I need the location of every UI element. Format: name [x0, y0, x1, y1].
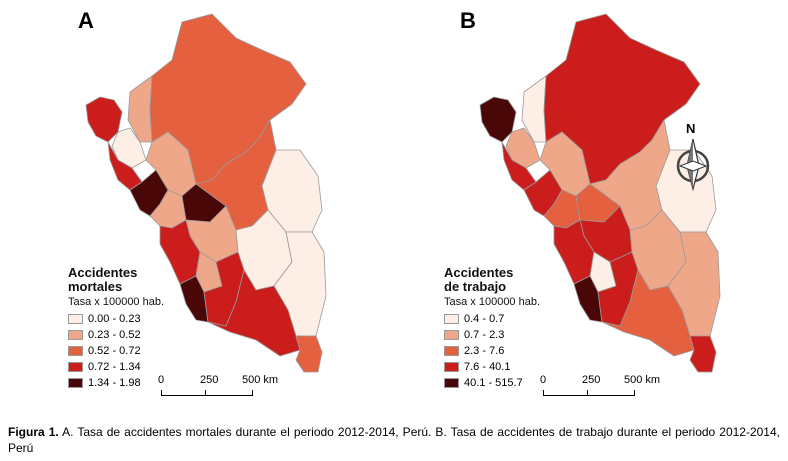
figure-caption: Figura 1. A. Tasa de accidentes mortales… [8, 424, 780, 456]
legend-swatch [444, 330, 459, 340]
legend-item: 0.72 - 1.34 [68, 359, 164, 375]
legend: Accidentes de trabajo Tasa x 100000 hab.… [444, 266, 540, 391]
map-b [479, 13, 721, 373]
legend-item: 1.34 - 1.98 [68, 375, 164, 391]
scale-label-500: 500 km [624, 374, 661, 386]
legend-label: 0.4 - 0.7 [464, 313, 505, 325]
region-arequipa [207, 269, 301, 357]
legend-title-line2: mortales [68, 279, 123, 294]
scale-bar: 0 250 500 km [540, 374, 670, 396]
legend-item: 0.23 - 0.52 [68, 327, 164, 343]
legend-item: 2.3 - 7.6 [444, 343, 540, 359]
legend-label: 0.7 - 2.3 [464, 329, 505, 341]
legend-swatch [444, 346, 459, 356]
legend-label: 0.00 - 0.23 [88, 313, 141, 325]
legend-label: 7.6 - 40.1 [464, 361, 511, 373]
legend-label: 0.23 - 0.52 [88, 329, 141, 341]
scale-label-500: 500 km [242, 374, 279, 386]
legend-label: 2.3 - 7.6 [464, 345, 505, 357]
scale-label-0: 0 [158, 374, 165, 386]
legend-rows: 0.4 - 0.7 0.7 - 2.3 2.3 - 7.6 7.6 - 40.1 40.… [444, 311, 540, 391]
legend-item: 0.4 - 0.7 [444, 311, 540, 327]
scale-bar-segment [205, 390, 253, 396]
legend-label: 1.34 - 1.98 [88, 377, 141, 389]
region-cajamarca [111, 127, 147, 169]
legend-item: 7.6 - 40.1 [444, 359, 540, 375]
legend-swatch [68, 378, 83, 388]
region-moquegua-tacna [295, 335, 323, 373]
legend-label: 0.72 - 1.34 [88, 361, 141, 373]
caption-label: Figura 1. [8, 425, 59, 439]
legend-item: 0.00 - 0.23 [68, 311, 164, 327]
map-panel-b: B Accidentes de trabajo Tasa x 100000 ha… [394, 0, 788, 400]
legend-item: 0.7 - 2.3 [444, 327, 540, 343]
legend-swatch [68, 330, 83, 340]
compass-rose-icon [676, 138, 710, 192]
legend-item: 40.1 - 515.7 [444, 375, 540, 391]
scale-label-0: 0 [540, 374, 547, 386]
panel-letter: A [78, 8, 94, 33]
region-cajamarca [505, 127, 541, 169]
legend-title-line1: Accidentes [444, 265, 514, 280]
legend-rows: 0.00 - 0.23 0.23 - 0.52 0.52 - 0.72 0.72 - … [68, 311, 164, 391]
legend-swatch [68, 314, 83, 324]
legend-subtitle: Tasa x 100000 hab. [444, 296, 541, 308]
scale-bar-segment [587, 390, 635, 396]
legend-label: 40.1 - 515.7 [464, 377, 523, 389]
legend-swatch [444, 362, 459, 372]
legend-swatch [68, 346, 83, 356]
legend-title-line1: Accidentes [68, 265, 138, 280]
scale-bar-segment [161, 390, 206, 396]
legend-subtitle: Tasa x 100000 hab. [68, 296, 165, 308]
north-arrow: N [673, 121, 713, 192]
scale-label-250: 250 [582, 374, 601, 386]
legend: Accidentes mortales Tasa x 100000 hab. 0… [68, 266, 164, 391]
scale-label-250: 250 [200, 374, 219, 386]
legend-swatch [444, 378, 459, 388]
caption-text: A. Tasa de accidentes mortales durante e… [8, 425, 780, 455]
legend-label: 0.52 - 0.72 [88, 345, 141, 357]
panel-letter: B [460, 8, 476, 33]
scale-bar-segment [543, 390, 588, 396]
legend-item: 0.52 - 0.72 [68, 343, 164, 359]
map-panel-a: A Accidentes mortales Tasa x 100000 hab.… [0, 0, 394, 400]
legend-swatch [444, 314, 459, 324]
scale-bar: 0 250 500 km [158, 374, 288, 396]
map-a [85, 13, 327, 373]
legend-title-line2: de trabajo [444, 279, 507, 294]
north-label: N [686, 121, 696, 136]
region-arequipa [601, 269, 695, 357]
region-moquegua-tacna [689, 335, 717, 373]
legend-swatch [68, 362, 83, 372]
